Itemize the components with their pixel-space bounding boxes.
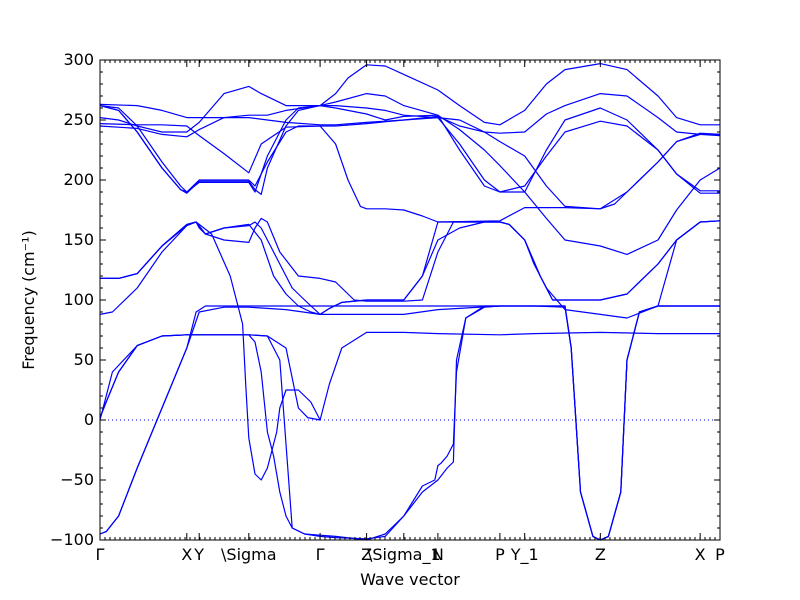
- band-13: [99, 62, 720, 133]
- x-tick-label: \Sigma: [221, 545, 277, 564]
- x-tick-label: Γ: [96, 545, 105, 564]
- band-11: [99, 104, 720, 193]
- band-16: [99, 103, 720, 210]
- y-tick-label: −50: [60, 470, 94, 489]
- x-tick-label: Z: [595, 545, 606, 564]
- y-tick-label: 250: [63, 110, 94, 129]
- x-tick-label: Y: [193, 545, 204, 564]
- y-tick-label: −100: [50, 530, 94, 549]
- x-tick-label: Γ: [316, 545, 325, 564]
- y-tick-label: 0: [84, 410, 94, 429]
- y-tick-label: 150: [63, 230, 94, 249]
- y-axis-ticks: −100 −50 0 50 100 150 200 250 300: [50, 50, 720, 549]
- x-tick-label: Y_1: [510, 545, 539, 565]
- y-tick-label: 100: [63, 290, 94, 309]
- band-15: [99, 92, 721, 255]
- band-6: [99, 305, 500, 540]
- x-tick-label: X: [181, 545, 192, 564]
- band-lines: [99, 62, 721, 541]
- y-axis-label: Frequency (cm⁻¹): [19, 230, 38, 369]
- band-12: [99, 104, 720, 195]
- x-tick-label: P: [715, 545, 725, 564]
- x-tick-label: P: [495, 545, 505, 564]
- y-tick-label: 200: [63, 170, 94, 189]
- band-9: [100, 220, 721, 315]
- x-tick-label: X: [695, 545, 706, 564]
- plot-frame: [99, 59, 721, 541]
- x-tick-label: N: [432, 545, 444, 564]
- y-tick-label: 50: [74, 350, 94, 369]
- x-axis-ticks: Γ X Y \Sigma Γ Z\Sigma_1N P Y_1 Z X P: [96, 60, 725, 565]
- x-axis-label: Wave vector: [360, 570, 460, 589]
- band-4: [99, 305, 720, 541]
- x-tick-label: \Sigma_1: [367, 545, 441, 565]
- band-5: [99, 221, 321, 481]
- x-tick-label: Z: [361, 545, 372, 564]
- y-tick-label: 300: [63, 50, 94, 69]
